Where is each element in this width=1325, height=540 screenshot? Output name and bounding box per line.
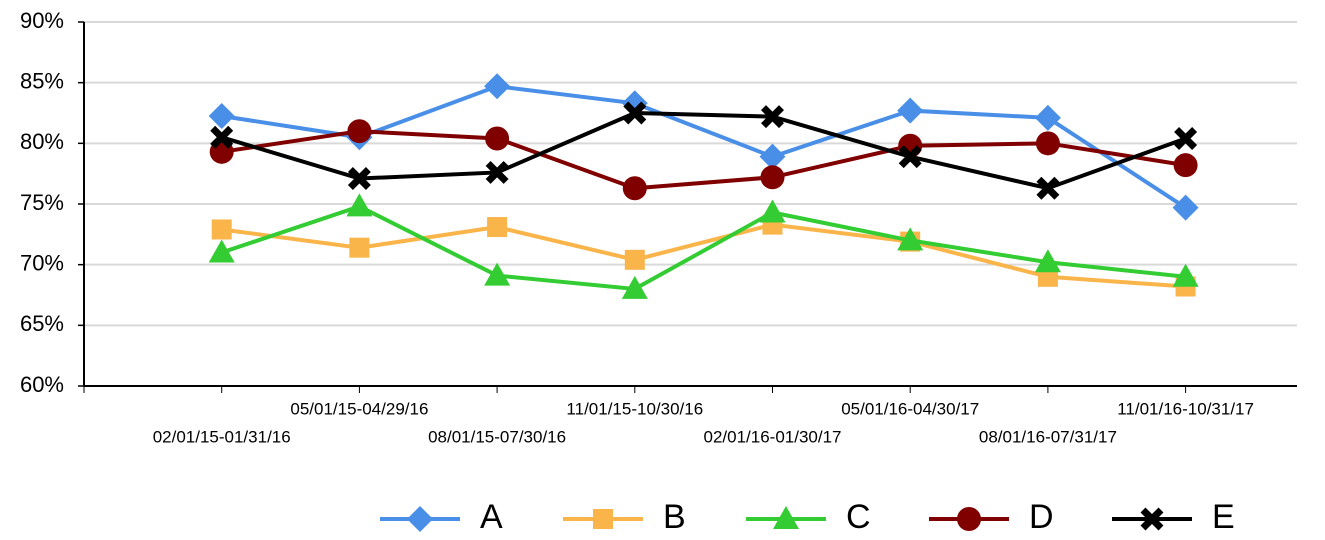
point xyxy=(208,239,235,263)
legend-label: D xyxy=(1029,498,1054,535)
y-tick-label: 65% xyxy=(20,311,64,336)
legend-marker xyxy=(407,506,433,532)
point xyxy=(210,125,234,149)
point xyxy=(484,73,511,100)
x-tick-label: 05/01/15-04/29/16 xyxy=(290,399,428,418)
y-tick-label: 70% xyxy=(20,250,64,275)
series-line xyxy=(221,110,1187,191)
x-tick-label: 11/01/15-10/30/16 xyxy=(566,399,703,418)
point xyxy=(760,165,785,190)
legend-label: A xyxy=(480,498,503,535)
point xyxy=(1173,153,1198,178)
series-line xyxy=(221,129,1186,191)
point xyxy=(347,119,372,144)
y-tick-label: 90% xyxy=(20,8,64,33)
point xyxy=(487,217,508,238)
point xyxy=(761,105,784,129)
x-tick-label: 11/01/16-10/31/17 xyxy=(1117,399,1254,418)
legend-label: E xyxy=(1212,498,1235,535)
point xyxy=(347,167,371,190)
point xyxy=(1174,127,1198,150)
point xyxy=(624,249,645,270)
y-tick-label: 85% xyxy=(20,68,64,93)
legend-marker xyxy=(1140,507,1164,531)
point xyxy=(622,176,647,201)
point xyxy=(484,262,511,286)
point xyxy=(1172,263,1199,287)
y-tick-label: 60% xyxy=(20,372,64,397)
x-tick-label: 05/01/16-04/30/17 xyxy=(841,399,979,418)
point xyxy=(485,126,510,151)
point xyxy=(759,199,786,223)
y-tick-label: 80% xyxy=(20,129,64,154)
legend-label: C xyxy=(846,498,871,535)
point xyxy=(1034,104,1061,131)
x-tick-label: 02/01/16-01/30/17 xyxy=(703,427,841,446)
point xyxy=(346,193,373,217)
point xyxy=(623,101,647,125)
point xyxy=(1035,131,1060,156)
point xyxy=(1034,249,1061,273)
x-tick-label: 02/01/15-01/31/16 xyxy=(153,427,291,446)
legend-marker xyxy=(773,506,799,529)
point xyxy=(1036,176,1060,200)
legend-marker xyxy=(957,507,981,531)
point xyxy=(898,145,922,169)
point xyxy=(897,227,924,251)
series-line xyxy=(221,84,1187,210)
point xyxy=(621,275,648,299)
point xyxy=(1172,194,1199,221)
series-line xyxy=(221,204,1186,291)
legend-label: B xyxy=(663,498,686,535)
x-tick-label: 08/01/15-07/30/16 xyxy=(428,427,566,446)
legend-marker xyxy=(593,509,613,529)
y-tick-label: 75% xyxy=(20,190,64,215)
point xyxy=(759,143,786,170)
series-line xyxy=(221,222,1186,289)
x-tick-label: 08/01/16-07/31/17 xyxy=(979,427,1117,446)
point xyxy=(897,97,924,124)
point xyxy=(211,219,232,240)
point xyxy=(349,237,370,258)
point xyxy=(485,160,509,184)
point xyxy=(208,103,235,130)
